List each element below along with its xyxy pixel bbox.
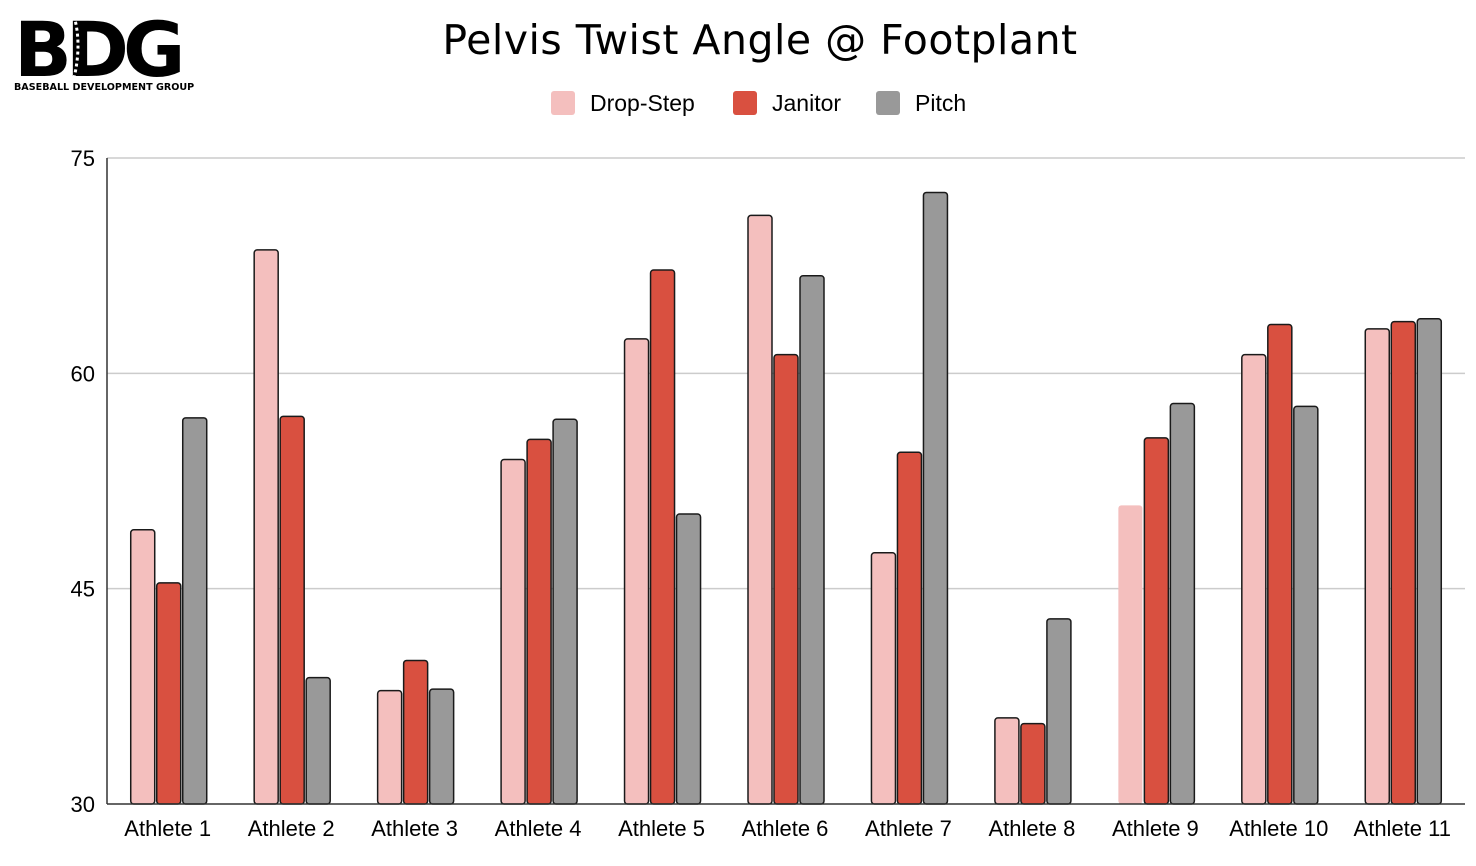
x-tick-label: Athlete 11 (1354, 816, 1451, 841)
x-tick-label: Athlete 3 (371, 816, 458, 841)
bar-drop-step-athlete-3 (376, 689, 403, 805)
y-axis-ticks: 30 45 60 75 (71, 146, 95, 817)
y-tick-label: 30 (71, 792, 95, 817)
legend-swatch-janitor (733, 91, 757, 115)
x-tick-label: Athlete 8 (988, 816, 1075, 841)
bar-janitor-athlete-6 (773, 353, 799, 805)
bar-janitor-athlete-5 (649, 269, 676, 805)
x-tick-label: Athlete 6 (742, 816, 829, 841)
bar-janitor-athlete-3 (402, 659, 429, 805)
bar-janitor-athlete-8 (1020, 722, 1046, 805)
bar-drop-step-athlete-8 (994, 717, 1020, 805)
bar-drop-step-athlete-4 (500, 458, 526, 805)
legend-swatch-drop-step (551, 91, 575, 115)
bar-janitor-athlete-1 (155, 582, 182, 805)
bar-drop-step-athlete-9 (1118, 505, 1143, 804)
bar-pitch-athlete-1 (181, 417, 208, 805)
bdg-logo: BDG BASEBALL DEVELOPMENT GROUP (12, 5, 202, 98)
legend-label: Janitor (772, 90, 841, 116)
bar-drop-step-athlete-7 (870, 552, 897, 805)
x-tick-label: Athlete 4 (495, 816, 582, 841)
bar-janitor-athlete-4 (526, 438, 552, 805)
bar-janitor-athlete-9 (1143, 437, 1170, 805)
bar-pitch-athlete-9 (1169, 402, 1196, 805)
chart-title: Pelvis Twist Angle @ Footplant (442, 16, 1077, 64)
bar-drop-step-athlete-6 (747, 214, 773, 805)
bar-drop-step-athlete-2 (253, 249, 279, 805)
bdg-logo-subtitle: BASEBALL DEVELOPMENT GROUP (14, 82, 194, 93)
bar-drop-step-athlete-5 (623, 338, 650, 805)
y-tick-label: 60 (71, 361, 95, 386)
bar-janitor-athlete-11 (1390, 320, 1417, 805)
legend-swatch-pitch (876, 91, 900, 115)
x-tick-label: Athlete 1 (124, 816, 211, 841)
bdg-logo-graphic: BDG BASEBALL DEVELOPMENT GROUP (14, 5, 194, 94)
x-axis-ticks: Athlete 1 Athlete 2 Athlete 3 Athlete 4 Athl… (124, 816, 1451, 841)
bar-pitch-athlete-2 (305, 676, 331, 805)
x-tick-label: Athlete 7 (865, 816, 952, 841)
bar-pitch-athlete-5 (675, 513, 702, 805)
x-tick-label: Athlete 5 (618, 816, 705, 841)
bar-janitor-athlete-10 (1267, 323, 1293, 805)
bar-janitor-athlete-2 (279, 415, 305, 805)
bar-drop-step-athlete-10 (1241, 353, 1267, 805)
bar-drop-step-athlete-1 (129, 529, 156, 805)
bar-pitch-athlete-10 (1293, 405, 1319, 805)
bar-pitch-athlete-11 (1416, 318, 1443, 805)
bar-pitch-athlete-4 (552, 418, 578, 805)
bars (129, 191, 1443, 805)
bar-janitor-athlete-7 (896, 451, 923, 805)
y-tick-label: 45 (71, 577, 95, 602)
bar-pitch-athlete-8 (1046, 618, 1072, 805)
bar-pitch-athlete-6 (799, 274, 825, 805)
bar-pitch-athlete-3 (428, 688, 455, 805)
bdg-logo-letters: BDG (14, 8, 180, 94)
y-tick-label: 75 (71, 146, 95, 171)
bar-drop-step-athlete-11 (1364, 328, 1391, 805)
x-tick-label: Athlete 2 (248, 816, 335, 841)
bar-pitch-athlete-7 (922, 191, 949, 805)
legend-label: Drop-Step (590, 90, 695, 116)
x-tick-label: Athlete 9 (1112, 816, 1199, 841)
legend-label: Pitch (915, 90, 966, 116)
legend: Drop-Step Janitor Pitch (551, 90, 966, 116)
x-tick-label: Athlete 10 (1229, 816, 1328, 841)
